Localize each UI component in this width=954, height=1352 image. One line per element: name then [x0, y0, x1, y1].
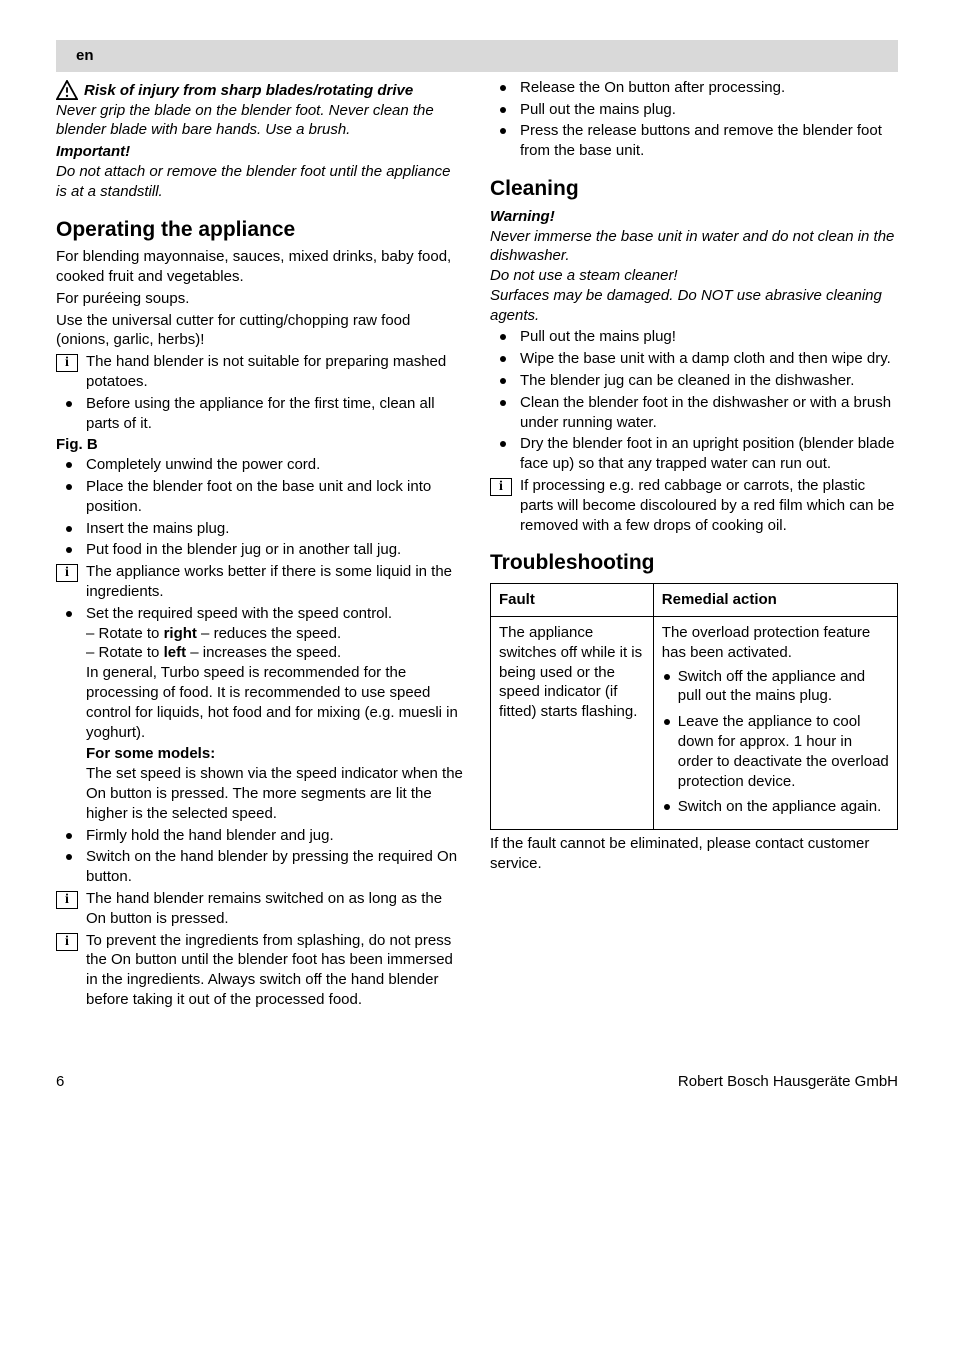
info-icon: i: [56, 354, 78, 372]
info-icon: i: [490, 478, 512, 496]
list-item: The blender jug can be cleaned in the di…: [490, 371, 898, 391]
warning-body-2: Do not attach or remove the blender foot…: [56, 162, 464, 202]
list-item: Before using the appliance for the first…: [56, 394, 464, 434]
list-item: Completely unwind the power cord.: [56, 455, 464, 475]
list-item: Set the required speed with the speed co…: [56, 604, 464, 824]
content-columns: Risk of injury from sharp blades/rotatin…: [56, 78, 898, 1012]
rotate-right: – Rotate to right – reduces the speed.: [86, 624, 464, 644]
info-icon: i: [56, 933, 78, 951]
remedial-intro: The overload protection feature has been…: [662, 623, 889, 663]
right-column: Release the On button after processing. …: [490, 78, 898, 1012]
cleaning-heading: Cleaning: [490, 175, 898, 203]
info-note-clean: i If processing e.g. red cabbage or carr…: [490, 476, 898, 535]
list-item: Clean the blender foot in the dishwasher…: [490, 393, 898, 433]
important-label: Important!: [56, 142, 464, 162]
list-item: Pull out the mains plug.: [490, 100, 898, 120]
remedial-cell: The overload protection feature has been…: [653, 616, 897, 829]
info-note-3: i The hand blender remains switched on a…: [56, 889, 464, 929]
list-item: Release the On button after processing.: [490, 78, 898, 98]
list-item: Wipe the base unit with a damp cloth and…: [490, 349, 898, 369]
cleaning-body-1: Never immerse the base unit in water and…: [490, 227, 898, 267]
page-number: 6: [56, 1072, 64, 1092]
lang-label: en: [76, 47, 94, 64]
info-text-clean: If processing e.g. red cabbage or carrot…: [520, 476, 898, 535]
speed-bullet: Set the required speed with the speed co…: [56, 604, 464, 887]
list-item: Switch on the appliance again.: [662, 797, 889, 817]
table-row: The appliance switches off while it is b…: [491, 616, 898, 829]
list-item: Leave the appliance to cool down for app…: [662, 712, 889, 791]
troubleshooting-table: Fault Remedial action The appliance swit…: [490, 583, 898, 830]
left-column: Risk of injury from sharp blades/rotatin…: [56, 78, 464, 1012]
info-text-3: The hand blender remains switched on as …: [86, 889, 464, 929]
troubleshooting-heading: Troubleshooting: [490, 549, 898, 577]
rotate-left: – Rotate to left – increases the speed.: [86, 643, 464, 663]
info-text-2: The appliance works better if there is s…: [86, 562, 464, 602]
list-item: Dry the blender foot in an upright posit…: [490, 434, 898, 474]
info-icon: i: [56, 564, 78, 582]
list-item: Press the release buttons and remove the…: [490, 121, 898, 161]
cleaning-warning-label: Warning!: [490, 207, 898, 227]
info-note-2: i The appliance works better if there is…: [56, 562, 464, 602]
th-fault: Fault: [491, 584, 654, 617]
table-header-row: Fault Remedial action: [491, 584, 898, 617]
op-bullets-1: Before using the appliance for the first…: [56, 394, 464, 434]
cleaning-body-2: Do not use a steam cleaner!: [490, 266, 898, 286]
op-para-1: For blending mayonnaise, sauces, mixed d…: [56, 247, 464, 287]
th-remedial: Remedial action: [653, 584, 897, 617]
figb-bullets: Completely unwind the power cord. Place …: [56, 455, 464, 560]
list-item: Put food in the blender jug or in anothe…: [56, 540, 464, 560]
op-para-2: For puréeing soups.: [56, 289, 464, 309]
remedial-bullets: Switch off the appliance and pull out th…: [662, 667, 889, 818]
fig-b-label: Fig. B: [56, 435, 464, 455]
info-text-1: The hand blender is not suitable for pre…: [86, 352, 464, 392]
warning-block: Risk of injury from sharp blades/rotatin…: [56, 80, 464, 101]
info-icon: i: [56, 891, 78, 909]
page-header: en: [56, 40, 898, 72]
list-item: Pull out the mains plug!: [490, 327, 898, 347]
warning-body-1: Never grip the blade on the blender foot…: [56, 101, 464, 141]
some-models-label: For some models:: [86, 744, 464, 764]
info-note-1: i The hand blender is not suitable for p…: [56, 352, 464, 392]
warning-triangle-icon: [56, 80, 78, 100]
list-item: Switch on the hand blender by pressing t…: [56, 847, 464, 887]
brand-name: Robert Bosch Hausgeräte GmbH: [678, 1072, 898, 1092]
fb5-text: Set the required speed with the speed co…: [86, 605, 392, 622]
list-item: Insert the mains plug.: [56, 519, 464, 539]
fault-cell: The appliance switches off while it is b…: [491, 616, 654, 829]
list-item: Switch off the appliance and pull out th…: [662, 667, 889, 707]
info-text-4: To prevent the ingredients from splashin…: [86, 931, 464, 1010]
op-para-3: Use the universal cutter for cutting/cho…: [56, 311, 464, 351]
cleaning-bullets: Pull out the mains plug! Wipe the base u…: [490, 327, 898, 474]
speed-general: In general, Turbo speed is recommended f…: [86, 663, 464, 742]
page-footer: 6 Robert Bosch Hausgeräte GmbH: [56, 1072, 898, 1092]
list-item: Firmly hold the hand blender and jug.: [56, 826, 464, 846]
info-note-4: i To prevent the ingredients from splash…: [56, 931, 464, 1010]
warning-title: Risk of injury from sharp blades/rotatin…: [84, 80, 413, 101]
cleaning-body-3: Surfaces may be damaged. Do NOT use abra…: [490, 286, 898, 326]
operating-heading: Operating the appliance: [56, 216, 464, 244]
list-item: Place the blender foot on the base unit …: [56, 477, 464, 517]
ts-after: If the fault cannot be eliminated, pleas…: [490, 834, 898, 874]
some-models-text: The set speed is shown via the speed ind…: [86, 764, 464, 823]
right-top-bullets: Release the On button after processing. …: [490, 78, 898, 161]
